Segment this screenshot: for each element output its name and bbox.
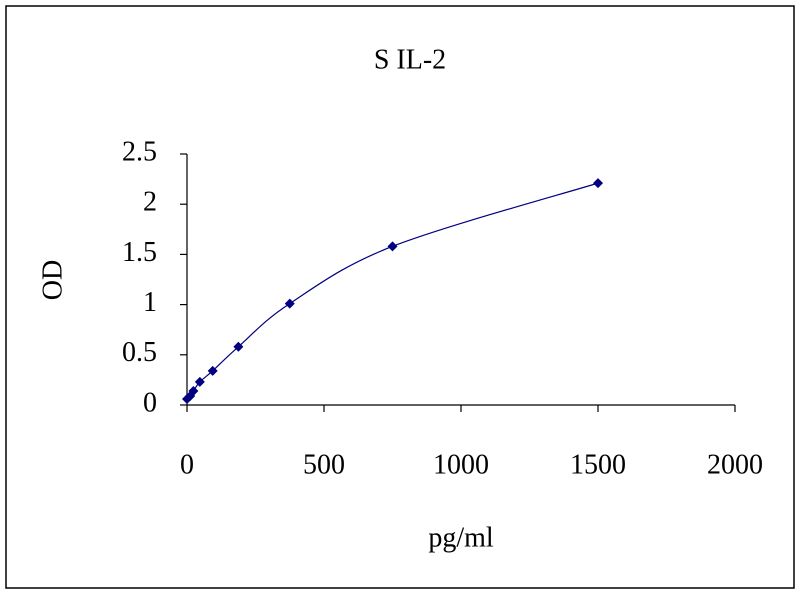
data-point bbox=[387, 241, 398, 252]
y-tick-label: 2.5 bbox=[122, 136, 157, 167]
x-axis-label: pg/ml bbox=[428, 522, 494, 553]
y-tick-label: 0 bbox=[143, 387, 157, 418]
x-tick-label: 0 bbox=[180, 449, 194, 480]
chart-title: S IL-2 bbox=[374, 44, 446, 75]
data-point bbox=[284, 298, 295, 309]
data-point bbox=[207, 365, 218, 376]
data-point bbox=[194, 376, 205, 387]
y-tick-label: 1 bbox=[143, 287, 157, 318]
data-point bbox=[188, 385, 199, 396]
y-tick-label: 2 bbox=[143, 187, 157, 218]
chart-frame bbox=[5, 5, 795, 589]
y-tick-label: 1.5 bbox=[122, 237, 157, 268]
x-tick-label: 1000 bbox=[433, 449, 489, 480]
x-tick-label: 1500 bbox=[570, 449, 626, 480]
y-tick-label: 0.5 bbox=[122, 337, 157, 368]
data-point bbox=[233, 341, 244, 352]
x-tick-label: 2000 bbox=[707, 449, 763, 480]
y-axis-label: OD bbox=[37, 260, 68, 300]
data-point bbox=[593, 178, 603, 189]
x-tick-label: 500 bbox=[303, 449, 345, 480]
